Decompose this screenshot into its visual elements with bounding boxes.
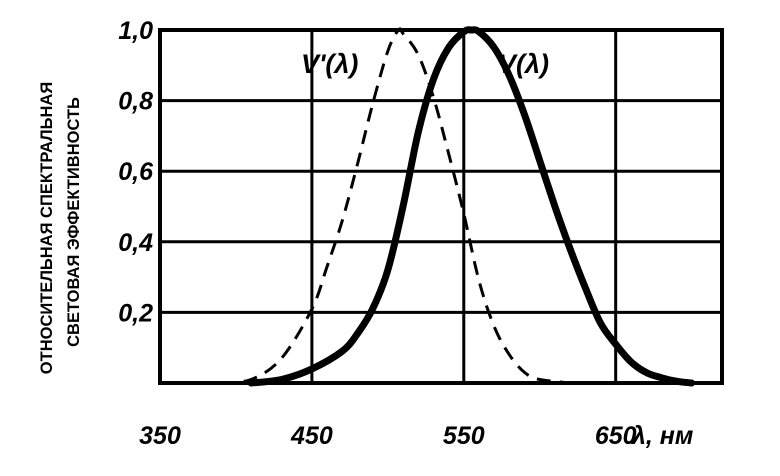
y-tick-label-2: 0,6 [118,158,154,186]
grid [160,28,722,383]
y-tick-label-4: 1,0 [118,17,153,45]
y-axis-label-line-2: СВЕТОВАЯ ЭФФЕКТИВНОСТЬ [65,97,83,347]
series-line-0 [220,27,571,385]
y-tick-label-3: 0,8 [118,88,153,116]
y-axis-label: ОТНОСИТЕЛЬНАЯ СПЕКТРАЛЬНАЯ СВЕТОВАЯ ЭФФЕ… [38,82,83,374]
series-label-0: V'(λ) [301,49,358,79]
y-tick-label-0: 0,2 [118,299,153,327]
x-tick-label-2: 550 [443,422,485,450]
series-line-1 [247,26,696,387]
y-axis-label-line-1: ОТНОСИТЕЛЬНАЯ СПЕКТРАЛЬНАЯ [38,82,56,374]
x-tick-label-0: 350 [139,422,181,450]
plot-frame [158,28,724,385]
curves [220,26,696,387]
y-tick-labels: 0,2 0,4 0,6 0,8 1,0 [118,17,154,327]
x-tick-labels: 350 450 550 650 [139,422,636,450]
x-tick-label-3: 650 [595,422,637,450]
x-axis-label: λ, нм [630,422,693,450]
series-label-1: V(λ) [498,49,549,79]
y-tick-label-1: 0,4 [118,229,153,257]
plot-border [158,28,724,385]
x-tick-label-1: 450 [290,422,333,450]
series-labels: V'(λ) V(λ) [301,49,549,79]
